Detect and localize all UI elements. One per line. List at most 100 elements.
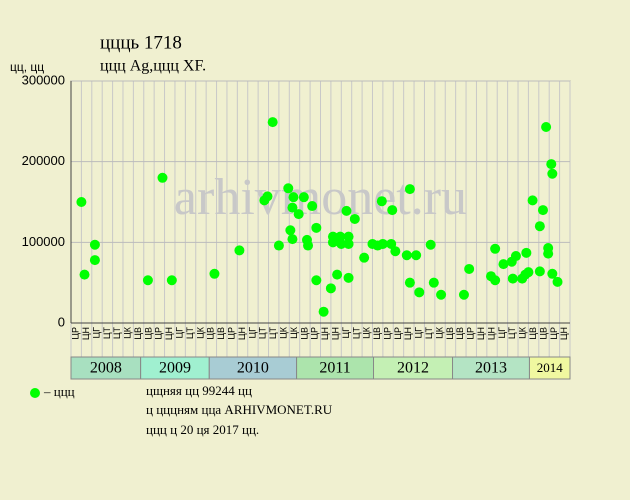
x-tick-label: ЦГ: [414, 327, 424, 339]
point: [332, 269, 343, 280]
x-tick-label: ЦТ: [102, 326, 112, 339]
year-label: 2014: [537, 360, 564, 375]
point: [318, 306, 329, 317]
point: [543, 248, 554, 259]
point: [343, 272, 354, 283]
point: [307, 201, 318, 212]
x-tick-label: ЦВ: [133, 327, 143, 340]
chart-title: ццць 1718: [100, 32, 182, 53]
point: [534, 221, 545, 232]
point: [293, 209, 304, 220]
point: [298, 192, 309, 203]
year-label: 2012: [397, 360, 429, 377]
x-tick-label: ЦТ: [424, 326, 434, 339]
point: [349, 213, 360, 224]
x-tick-label: ЦВ: [455, 327, 465, 340]
point: [209, 268, 220, 279]
year-label: 2011: [319, 360, 350, 377]
point: [425, 239, 436, 250]
x-tick-label: ЦН: [81, 327, 91, 340]
x-tick-label: ЦР: [466, 327, 476, 340]
x-tick-label: ЦК: [362, 326, 372, 339]
chart-subtitle: ццц Ag,ццц XF.: [100, 58, 206, 75]
point: [386, 238, 397, 249]
point: [327, 237, 338, 248]
point: [283, 183, 294, 194]
point: [547, 168, 558, 179]
point: [273, 240, 284, 251]
x-tick-label: ЦК: [434, 326, 444, 339]
note: ццц ц 20 ця 2017 цц.: [146, 422, 259, 437]
x-tick-label: ЦР: [310, 327, 320, 340]
x-tick-label: ЦН: [237, 327, 247, 340]
x-tick-label: ЦР: [382, 327, 392, 340]
point: [537, 205, 548, 216]
point: [285, 225, 296, 236]
point: [336, 238, 347, 249]
year-band: [528, 356, 571, 380]
point: [341, 205, 352, 216]
point: [89, 255, 100, 266]
point: [311, 275, 322, 286]
x-tick-label: ЦВ: [538, 327, 548, 340]
x-tick-label: ЦН: [476, 327, 486, 340]
point: [510, 251, 521, 262]
point: [523, 267, 534, 278]
point: [377, 238, 388, 249]
x-tick-label: ЦН: [486, 327, 496, 340]
x-tick-label: ЦТ: [258, 326, 268, 339]
point: [267, 117, 278, 128]
x-tick-label: ЦК: [278, 326, 288, 339]
point: [343, 231, 354, 242]
point: [287, 234, 298, 245]
x-tick-label: ЦВ: [528, 327, 538, 340]
x-tick-label: ЦГ: [497, 327, 507, 339]
point: [541, 121, 552, 132]
point: [521, 247, 532, 258]
x-tick-label: ЦН: [320, 327, 330, 340]
x-tick-label: ЦВ: [299, 327, 309, 340]
year-label: 2010: [237, 360, 269, 377]
x-tick-label: ЦВ: [445, 327, 455, 340]
point: [157, 172, 168, 183]
x-tick-label: ЦВ: [206, 327, 216, 340]
point: [262, 191, 273, 202]
x-tick-label: ЦН: [559, 327, 569, 340]
point: [142, 275, 153, 286]
year-label: 2009: [159, 360, 191, 377]
point: [89, 239, 100, 250]
x-tick-label: ЦВ: [216, 327, 226, 340]
y-tick-label: 300000: [22, 72, 65, 87]
point: [458, 289, 469, 300]
x-tick-label: ЦР: [549, 327, 559, 340]
point: [288, 192, 299, 203]
point: [436, 289, 447, 300]
x-tick-label: ЦН: [164, 327, 174, 340]
x-tick-label: ЦР: [393, 327, 403, 340]
point: [401, 250, 412, 261]
x-tick-label: ЦР: [154, 327, 164, 340]
point: [411, 250, 422, 261]
x-tick-label: ЦВ: [143, 327, 153, 340]
x-tick-label: ЦВ: [372, 327, 382, 340]
point: [404, 277, 415, 288]
x-tick-label: ЦР: [71, 327, 81, 340]
x-tick-label: ЦГ: [341, 327, 351, 339]
x-tick-label: ЦТ: [112, 326, 122, 339]
point: [498, 259, 509, 270]
point: [490, 243, 501, 254]
note: цщняя цц 99244 цц: [146, 383, 252, 398]
point: [414, 287, 425, 298]
point: [359, 252, 370, 263]
point: [166, 275, 177, 286]
point: [428, 277, 439, 288]
x-tick-label: ЦН: [330, 327, 340, 340]
point: [404, 184, 415, 195]
x-tick-label: ЦР: [227, 327, 237, 340]
note: ц цццням цца ARHIVMONET.RU: [146, 402, 333, 417]
point: [79, 269, 90, 280]
y-tick-label: 200000: [22, 153, 65, 168]
x-tick-label: ЦН: [403, 327, 413, 340]
